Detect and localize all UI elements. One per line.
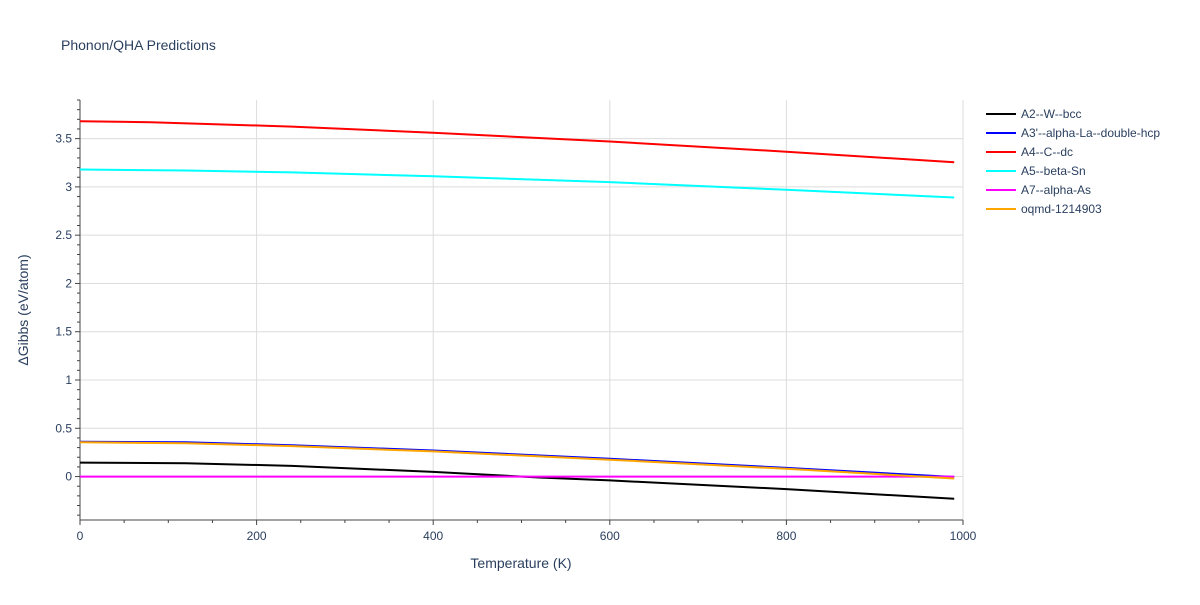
x-tick-label: 200 xyxy=(247,529,267,543)
legend-label: A4--C--dc xyxy=(1021,145,1073,159)
x-tick-label: 0 xyxy=(77,529,84,543)
series-line-a4-c-dc xyxy=(79,120,955,164)
legend-label: oqmd-1214903 xyxy=(1021,202,1102,216)
x-tick-label: 600 xyxy=(600,529,620,543)
legend-label: A3'--alpha-La--double-hcp xyxy=(1021,126,1160,140)
series-line-a5-beta-sn xyxy=(79,168,955,199)
legend-item-a2-w-bcc[interactable]: A2--W--bcc xyxy=(986,107,1081,121)
tick-labels: 0 200 400 600 800 1000 0 0.5 1 1.5 2 2.5 3 3.5 xyxy=(55,132,976,543)
legend-item-a5-beta-sn[interactable]: A5--beta-Sn xyxy=(986,164,1086,178)
chart-title: Phonon/QHA Predictions xyxy=(61,37,216,53)
x-axis-title: Temperature (K) xyxy=(470,555,571,571)
series-lines xyxy=(79,120,955,500)
y-axis-title: ΔGibbs (eV/atom) xyxy=(15,254,31,365)
series-line-a2-w-bcc xyxy=(79,461,955,500)
y-tick-label: 1.5 xyxy=(55,325,72,339)
series-line-oqmd-1214903 xyxy=(79,441,955,480)
legend-label: A5--beta-Sn xyxy=(1021,164,1086,178)
x-tick-label: 400 xyxy=(423,529,443,543)
legend-item-a3-alpha-la-double-hcp[interactable]: A3'--alpha-La--double-hcp xyxy=(986,126,1160,140)
legend-item-a7-alpha-as[interactable]: A7--alpha-As xyxy=(986,183,1091,197)
y-tick-label: 0.5 xyxy=(55,421,72,435)
legend-item-oqmd-1214903[interactable]: oqmd-1214903 xyxy=(986,202,1102,216)
y-tick-label: 3.5 xyxy=(55,132,72,146)
x-tick-label: 1000 xyxy=(950,529,977,543)
legend-label: A2--W--bcc xyxy=(1021,107,1081,121)
legend-item-a4-c-dc[interactable]: A4--C--dc xyxy=(986,145,1073,159)
axes xyxy=(75,99,964,525)
y-tick-label: 3 xyxy=(65,180,72,194)
y-tick-label: 2 xyxy=(65,276,72,290)
y-tick-label: 1 xyxy=(65,373,72,387)
x-tick-label: 800 xyxy=(776,529,796,543)
legend-label: A7--alpha-As xyxy=(1021,183,1091,197)
legend[interactable]: A2--W--bcc A3'--alpha-La--double-hcp A4--C… xyxy=(986,107,1160,216)
y-tick-label: 2.5 xyxy=(55,228,72,242)
y-tick-label: 0 xyxy=(65,470,72,484)
